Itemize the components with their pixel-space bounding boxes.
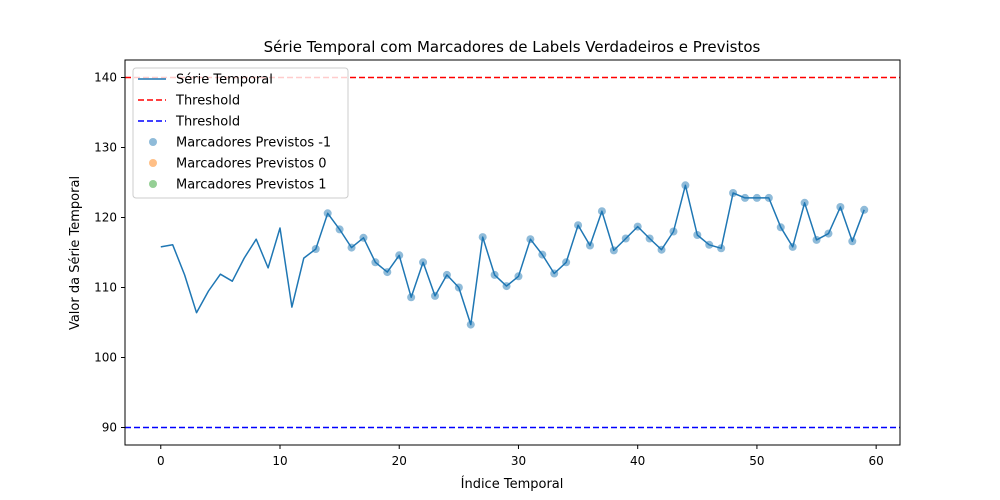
data-point	[478, 233, 487, 242]
data-point	[347, 243, 356, 252]
data-point	[574, 221, 583, 230]
legend: Série Temporal Threshold Threshold Marcador…	[132, 67, 349, 199]
data-point	[550, 269, 559, 278]
data-point	[359, 233, 368, 242]
data-point	[538, 250, 547, 259]
y-tick-label: 120	[94, 211, 117, 225]
data-point	[860, 205, 869, 214]
data-point	[657, 245, 666, 254]
data-point	[621, 234, 630, 243]
x-axis-label: Índice Temporal	[461, 476, 564, 492]
y-tick-label: 90	[102, 421, 117, 435]
x-tick-label: 30	[511, 454, 526, 468]
x-tick-label: 40	[630, 454, 645, 468]
data-point	[442, 270, 451, 279]
data-point	[562, 258, 571, 267]
legend-box	[132, 67, 349, 199]
data-point	[395, 251, 404, 260]
data-point	[502, 282, 511, 291]
data-point	[419, 258, 428, 267]
data-point	[729, 189, 738, 197]
y-tick-label: 140	[94, 71, 117, 85]
legend-label: Threshold	[175, 94, 240, 109]
data-point	[514, 272, 523, 281]
axes-frame	[124, 59, 901, 446]
data-point	[586, 241, 594, 250]
legend-marker	[149, 159, 157, 167]
x-tick-label: 0	[157, 454, 165, 468]
y-tick-label: 100	[94, 351, 117, 365]
data-point	[335, 225, 344, 234]
legend-label: Marcadores Previstos 0	[176, 157, 327, 172]
legend-label: Threshold	[175, 115, 240, 130]
data-point	[752, 193, 761, 202]
legend-marker	[149, 138, 157, 146]
data-point	[633, 222, 642, 231]
legend-label: Série Temporal	[176, 73, 273, 88]
x-tick-label: 50	[749, 454, 764, 468]
data-point	[323, 209, 332, 218]
data-point	[383, 268, 392, 277]
x-tick-label: 20	[392, 454, 407, 468]
data-point	[741, 193, 749, 202]
data-point	[848, 237, 857, 246]
y-axis: 90 100 110 120 130 140	[94, 71, 125, 435]
data-point	[407, 293, 416, 302]
data-point	[371, 258, 380, 267]
data-point	[311, 245, 320, 253]
x-axis: 0 10 20 30 40 50 60	[157, 445, 884, 468]
y-axis-label: Valor da Série Temporal	[68, 176, 83, 330]
data-point	[717, 244, 726, 253]
data-point	[609, 246, 618, 255]
legend-label: Marcadores Previstos 1	[176, 178, 327, 193]
data-point	[454, 283, 463, 292]
data-point	[836, 203, 845, 211]
data-point	[431, 291, 439, 300]
legend-marker	[149, 180, 157, 188]
data-point	[645, 234, 654, 243]
data-point	[490, 270, 499, 279]
x-tick-label: 10	[272, 454, 287, 468]
data-point	[824, 229, 833, 238]
data-point	[764, 193, 773, 202]
data-point	[681, 181, 690, 190]
y-tick-label: 110	[94, 281, 117, 295]
data-point	[597, 207, 606, 216]
data-point	[669, 227, 678, 236]
data-point	[466, 320, 475, 329]
data-point	[800, 198, 809, 207]
chart-title: Série Temporal com Marcadores de Labels …	[264, 38, 761, 56]
y-tick-label: 130	[94, 141, 117, 155]
data-point	[693, 231, 702, 239]
data-point	[812, 235, 821, 244]
legend-label: Marcadores Previstos -1	[176, 136, 331, 151]
data-point	[776, 223, 785, 232]
data-point	[526, 235, 535, 244]
data-point	[788, 242, 797, 251]
x-tick-label: 60	[869, 454, 884, 468]
data-point	[705, 240, 714, 249]
